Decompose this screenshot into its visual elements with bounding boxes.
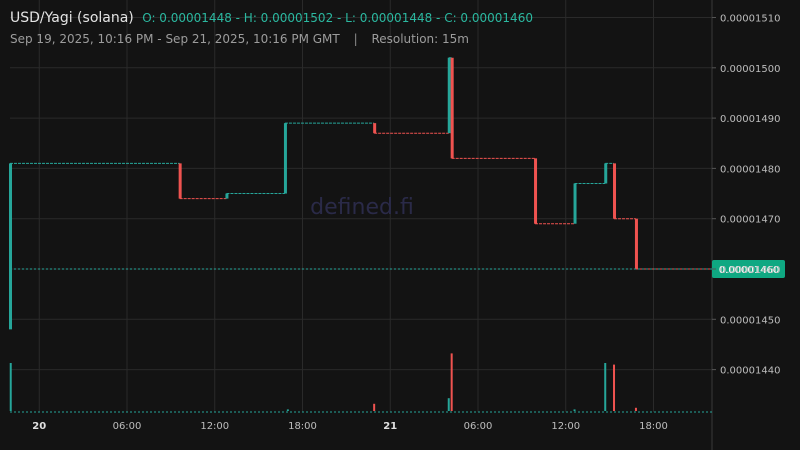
pair-title[interactable]: USD/Yagi (solana) [10,10,134,26]
candle-body[interactable] [283,123,287,194]
volume-bar [450,353,453,411]
y-tick-label: 0.00001510 [720,14,780,25]
resolution-label[interactable]: Resolution: 15m [371,32,469,46]
chart-header: USD/Yagi (solana) O: 0.00001448 - H: 0.0… [10,10,533,46]
header-row-1: USD/Yagi (solana) O: 0.00001448 - H: 0.0… [10,10,533,26]
x-tick-label: 18:00 [288,421,317,432]
y-axis[interactable]: 0.00001510 0.00001500 0.00001490 0.00001480… [712,14,780,377]
x-axis[interactable]: 20 06:00 12:00 18:00 21 06:00 12:00 18:00 [32,421,668,432]
candle-body[interactable] [9,163,12,330]
candle-body[interactable] [447,57,451,134]
date-range: Sep 19, 2025, 10:16 PM - Sep 21, 2025, 1… [10,32,340,46]
candle-body[interactable] [373,123,377,134]
y-tick-label: 0.00001440 [720,366,780,377]
volume-bar [613,364,616,411]
x-tick-label: 21 [383,421,397,432]
x-tick-label: 20 [32,421,46,432]
current-price-line: 0.00001460 [10,260,785,278]
candle-body[interactable] [613,163,617,219]
watermark: defined.fi [310,195,414,220]
y-tick-label: 0.00001490 [720,114,780,125]
candle-body[interactable] [225,193,229,199]
header-separator: | [353,32,358,46]
volume-bar [447,398,450,411]
candle-body[interactable] [634,218,638,269]
x-tick-label: 18:00 [639,421,668,432]
volume-bar [634,407,637,411]
y-tick-label: 0.00001450 [720,315,780,326]
header-row-2: Sep 19, 2025, 10:16 PM - Sep 21, 2025, 1… [10,32,533,46]
price-series [9,57,712,330]
volume-bar [604,363,607,411]
candle-body[interactable] [604,163,608,184]
volume-bars [9,353,637,411]
y-tick-label: 0.00001480 [720,164,780,175]
volume-bar [9,363,12,411]
volume-bar [373,403,376,411]
current-price-tag [712,260,785,278]
y-tick-label: 0.00001500 [720,64,780,75]
candle-body[interactable] [450,57,454,159]
volume-bar [573,409,576,411]
ohlc-readout: O: 0.00001448 - H: 0.00001502 - L: 0.000… [142,11,533,25]
candle-body[interactable] [573,183,577,224]
x-tick-label: 12:00 [551,421,580,432]
y-tick-label: 0.00001460 [720,265,780,276]
y-tick-label: 0.00001470 [720,215,780,226]
current-price-label: 0.00001460 [719,265,779,276]
candle-body[interactable] [534,158,538,224]
x-tick-label: 06:00 [113,421,142,432]
x-tick-label: 06:00 [464,421,493,432]
candle-body[interactable] [178,163,182,199]
volume-bar [286,409,289,411]
grid [10,0,713,450]
x-tick-label: 12:00 [200,421,229,432]
